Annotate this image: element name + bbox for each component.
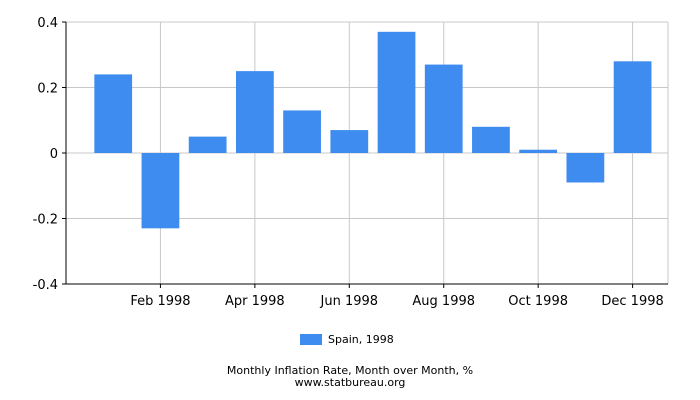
bar <box>235 71 274 153</box>
bar <box>188 136 227 153</box>
bar <box>424 64 463 153</box>
bar <box>519 149 558 153</box>
source-link[interactable]: www.statbureau.org <box>294 376 406 389</box>
bar <box>141 153 180 229</box>
x-tick-label: Jun 1998 <box>320 294 379 309</box>
legend-swatch <box>300 334 322 345</box>
bar <box>566 153 605 183</box>
legend: Spain, 1998 <box>300 333 394 346</box>
bar <box>94 74 133 153</box>
bar <box>613 61 652 153</box>
chart-caption: Monthly Inflation Rate, Month over Month… <box>226 364 474 377</box>
y-tick-label: 0.4 <box>37 16 58 31</box>
x-tick-label: Oct 1998 <box>508 294 568 309</box>
bar <box>377 31 416 154</box>
bar <box>330 130 369 153</box>
x-tick-label: Aug 1998 <box>412 294 475 309</box>
x-tick-label: Feb 1998 <box>130 294 190 309</box>
y-tick-label: 0.2 <box>37 82 58 97</box>
bar <box>472 126 510 153</box>
y-tick-label: -0.2 <box>33 213 58 228</box>
bar <box>283 110 321 153</box>
y-tick-label: 0 <box>50 147 58 162</box>
bar-chart: 0.4 0.2 0 -0.2 -0.4 Feb 1998 Apr 1998 Jun 1998 A… <box>33 16 669 309</box>
x-tick-label: Dec 1998 <box>601 294 663 309</box>
x-tick-label: Apr 1998 <box>225 294 285 309</box>
y-tick-label: -0.4 <box>33 278 58 293</box>
legend-label: Spain, 1998 <box>328 333 394 346</box>
